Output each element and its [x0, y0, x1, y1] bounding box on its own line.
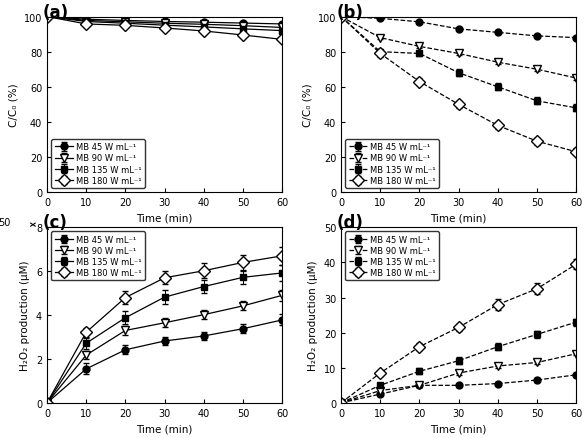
Legend: MB 45 W mL⁻¹, MB 90 W mL⁻¹, MB 135 W mL⁻¹, MB 180 W mL⁻¹: MB 45 W mL⁻¹, MB 90 W mL⁻¹, MB 135 W mL⁻…: [345, 140, 439, 189]
Text: (b): (b): [336, 4, 363, 21]
Y-axis label: C/C₀ (%): C/C₀ (%): [302, 83, 312, 127]
Legend: MB 45 W mL⁻¹, MB 90 W mL⁻¹, MB 135 W mL⁻¹, MB 180 W mL⁻¹: MB 45 W mL⁻¹, MB 90 W mL⁻¹, MB 135 W mL⁻…: [51, 140, 145, 189]
Text: 50: 50: [0, 218, 11, 227]
Text: (a): (a): [42, 4, 68, 21]
Y-axis label: C/C₀ (%): C/C₀ (%): [8, 83, 18, 127]
X-axis label: Time (min): Time (min): [430, 424, 487, 433]
Y-axis label: H₂O₂ production (μM): H₂O₂ production (μM): [21, 260, 31, 371]
Text: (d): (d): [336, 214, 363, 232]
X-axis label: Time (min): Time (min): [430, 213, 487, 223]
Legend: MB 45 W mL⁻¹, MB 90 W mL⁻¹, MB 135 W mL⁻¹, MB 180 W mL⁻¹: MB 45 W mL⁻¹, MB 90 W mL⁻¹, MB 135 W mL⁻…: [51, 232, 145, 281]
X-axis label: Time (min): Time (min): [136, 213, 193, 223]
Y-axis label: H₂O₂ production (μM): H₂O₂ production (μM): [308, 260, 318, 371]
X-axis label: Time (min): Time (min): [136, 424, 193, 433]
Legend: MB 45 W mL⁻¹, MB 90 W mL⁻¹, MB 135 W mL⁻¹, MB 180 W mL⁻¹: MB 45 W mL⁻¹, MB 90 W mL⁻¹, MB 135 W mL⁻…: [345, 232, 439, 281]
Text: (c): (c): [42, 214, 67, 232]
